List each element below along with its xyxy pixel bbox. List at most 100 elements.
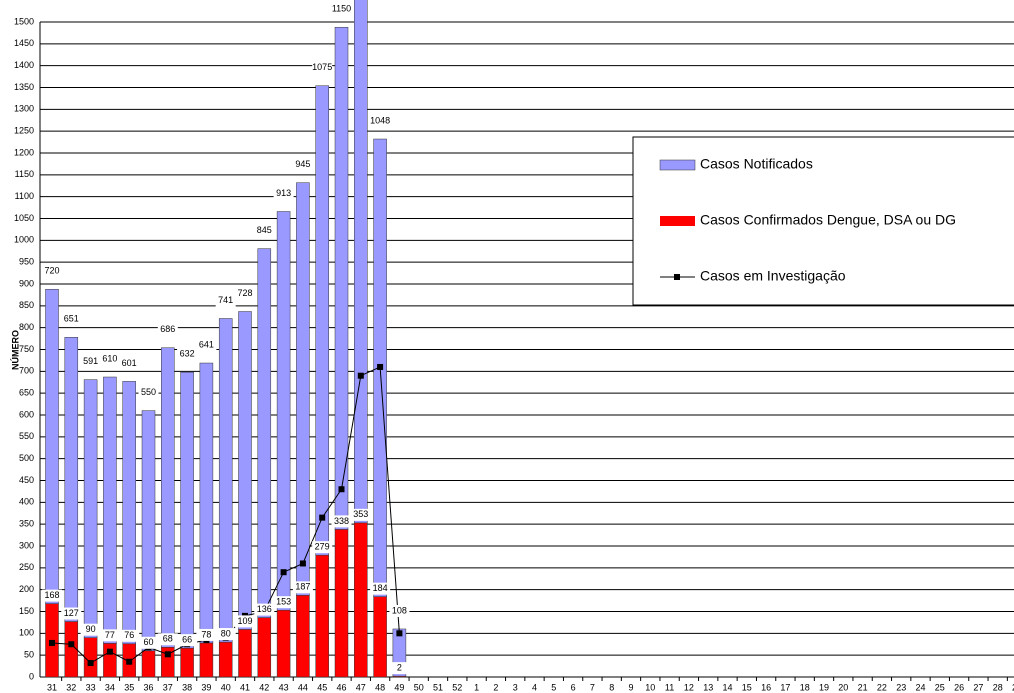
bar — [141, 410, 156, 652]
x-tick-label: 22 — [877, 682, 887, 692]
data-label: 353 — [353, 509, 368, 519]
y-tick-label: 350 — [19, 519, 34, 529]
y-axis-title: NÚMERO — [9, 330, 20, 370]
y-tick-label: 900 — [19, 278, 34, 288]
x-tick-label: 23 — [896, 682, 906, 692]
y-tick-label: 150 — [19, 606, 34, 616]
legend-label: Casos em Investigação — [700, 268, 846, 284]
bar — [83, 379, 98, 638]
bar — [83, 637, 98, 678]
x-tick-label: 21 — [858, 682, 868, 692]
bar — [45, 288, 59, 604]
data-label: 641 — [199, 339, 214, 349]
y-tick-label: 700 — [19, 366, 34, 376]
y-tick-label: 200 — [19, 584, 34, 594]
y-tick-label: 750 — [19, 344, 34, 354]
data-label: 184 — [373, 583, 388, 593]
data-label: 78 — [201, 629, 211, 639]
x-tick-label: 8 — [609, 682, 614, 692]
legend-marker — [674, 274, 680, 280]
label-bg — [215, 294, 236, 307]
y-tick-label: 600 — [19, 409, 34, 419]
bar — [296, 595, 310, 678]
y-tick-label: 0 — [29, 671, 34, 681]
label-bg — [292, 581, 313, 594]
y-tick-label: 300 — [19, 540, 34, 550]
bar — [103, 643, 117, 678]
bar — [276, 211, 291, 611]
y-tick-label: 250 — [19, 562, 34, 572]
data-label: 610 — [102, 353, 117, 363]
label-bg — [389, 604, 410, 617]
x-tick-label: 51 — [433, 682, 443, 692]
data-label: 1075 — [312, 62, 332, 72]
legend-label: Casos Confirmados Dengue, DSA ou DG — [700, 212, 956, 228]
data-label: 77 — [105, 630, 115, 640]
data-label: 136 — [257, 604, 272, 614]
marker — [126, 658, 133, 665]
label-bg — [370, 582, 391, 595]
bar — [315, 85, 329, 556]
marker — [68, 641, 75, 648]
y-tick-label: 1400 — [14, 60, 34, 70]
label-bg — [350, 508, 371, 521]
legend-swatch — [659, 159, 696, 171]
bar — [180, 371, 194, 649]
data-label: 686 — [160, 324, 175, 334]
bar — [276, 609, 291, 678]
label-bg — [157, 323, 178, 336]
data-label: 1150 — [332, 4, 351, 14]
y-tick-label: 100 — [19, 628, 34, 638]
data-label: 1048 — [370, 115, 390, 125]
data-label: 80 — [221, 628, 231, 638]
label-bg — [370, 115, 391, 128]
x-tick-label: 29 — [1012, 682, 1014, 692]
label-bg — [331, 515, 352, 528]
label-bg — [312, 541, 333, 554]
y-tick-label: 1200 — [14, 147, 34, 157]
x-tick-label: 7 — [590, 682, 595, 692]
bar — [373, 596, 387, 678]
x-tick-label: 49 — [394, 682, 404, 692]
marker — [319, 514, 326, 521]
data-label: 338 — [334, 516, 349, 526]
label-bg — [235, 615, 255, 628]
bar — [199, 362, 214, 644]
y-tick-label: 1450 — [14, 38, 34, 48]
label-bg — [42, 589, 62, 602]
label-bg — [61, 607, 82, 620]
x-tick-label: 38 — [182, 682, 192, 692]
data-label: 591 — [83, 356, 98, 366]
bar — [315, 554, 329, 678]
label-bg — [254, 224, 275, 237]
x-tick-label: 48 — [375, 682, 385, 692]
y-tick-label: 1100 — [15, 191, 34, 201]
data-label: 168 — [44, 590, 59, 600]
label-bg — [196, 628, 217, 641]
marker — [164, 651, 171, 658]
y-tick-label: 50 — [24, 650, 34, 660]
x-tick-label: 14 — [722, 682, 732, 692]
data-label: 90 — [86, 624, 96, 634]
y-tick-label: 1050 — [14, 213, 34, 223]
y-tick-label: 650 — [19, 388, 34, 398]
label-bg — [196, 339, 217, 352]
x-tick-label: 35 — [124, 682, 134, 692]
label-bg — [61, 313, 82, 326]
bar — [354, 0, 368, 524]
bar — [122, 381, 136, 645]
label-bg — [389, 662, 410, 675]
x-tick-label: 6 — [571, 682, 576, 692]
label-bg — [119, 357, 140, 370]
label-bg — [331, 3, 352, 16]
data-label: 279 — [315, 542, 330, 552]
x-tick-label: 43 — [279, 682, 289, 692]
y-tick-label: 1500 — [14, 16, 34, 26]
bar — [103, 376, 117, 644]
bar — [199, 642, 214, 678]
y-tick-label: 1000 — [14, 235, 34, 245]
x-tick-label: 39 — [201, 682, 211, 692]
x-tick-label: 28 — [993, 682, 1003, 692]
label-bg — [99, 353, 120, 366]
